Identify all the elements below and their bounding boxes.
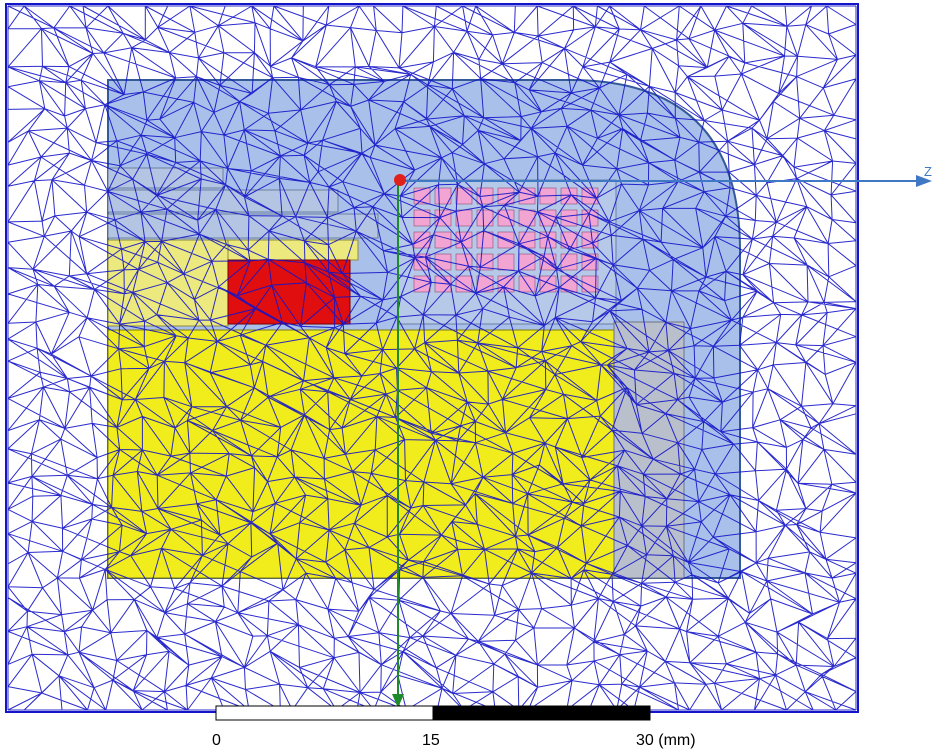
winding-cell xyxy=(497,187,515,205)
z-axis-label: Z xyxy=(924,164,932,179)
mesh-overlay xyxy=(7,5,857,711)
winding-cell xyxy=(518,187,536,205)
coordinate-axes: Z xyxy=(392,164,932,708)
scale-label-30: 30 (mm) xyxy=(636,732,696,749)
winding-cell xyxy=(476,231,494,249)
winding-cell xyxy=(518,253,536,271)
winding-cell xyxy=(560,209,578,227)
y-axis-arrowhead xyxy=(392,694,404,708)
scale-label-15: 15 xyxy=(422,732,440,749)
winding-cell xyxy=(539,275,557,293)
mesh-edges xyxy=(7,5,857,711)
winding-cell xyxy=(455,253,473,271)
scale-bar-segment-dark xyxy=(432,705,651,721)
winding-cell xyxy=(518,209,536,227)
winding-cell xyxy=(455,275,473,293)
scale-bar-segment-light xyxy=(215,705,434,721)
scale-label-0: 0 xyxy=(212,732,221,749)
winding-cell xyxy=(497,253,515,271)
scale-bar: 0 15 30 (mm) xyxy=(212,705,696,749)
winding-cell xyxy=(413,187,431,205)
winding-cell xyxy=(476,209,494,227)
steel-core xyxy=(107,329,615,579)
z-axis-arrowhead xyxy=(916,175,932,187)
inner-plate-2 xyxy=(107,189,339,213)
winding-cell xyxy=(434,231,452,249)
winding-cell xyxy=(581,275,599,293)
coil-block xyxy=(227,259,351,325)
inner-plate-3 xyxy=(107,213,379,239)
origin-marker xyxy=(394,174,406,186)
winding-cell xyxy=(581,231,599,249)
